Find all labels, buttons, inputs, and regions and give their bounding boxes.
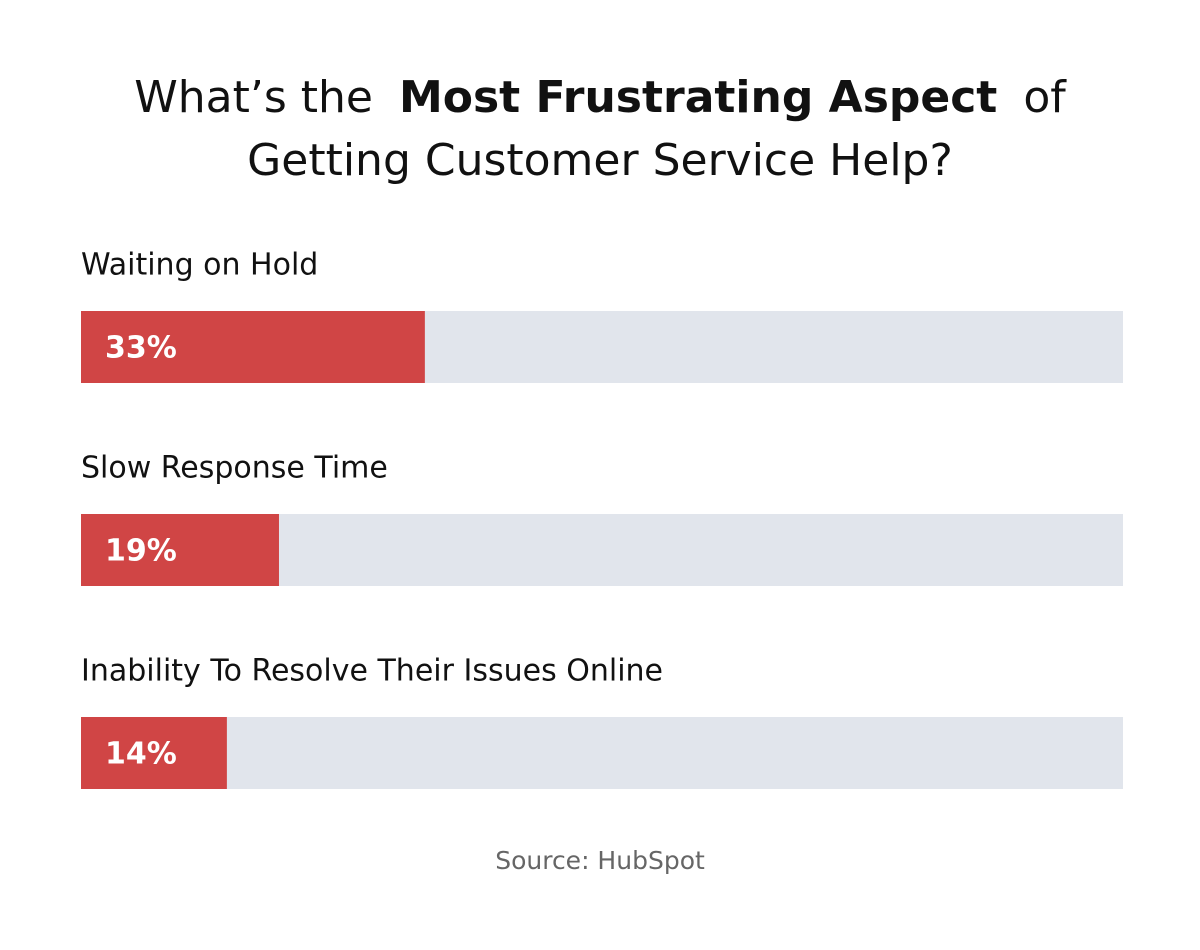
value-label: 14% [105,737,177,772]
value-label: 19% [105,534,177,569]
bar [81,514,279,586]
title-part: What’s the [134,72,373,123]
bar [81,717,227,789]
category-label: Inability To Resolve Their Issues Online [81,654,663,689]
category-label: Waiting on Hold [81,248,318,283]
category-label: Slow Response Time [81,451,388,486]
chart-title-line-2: Getting Customer Service Help? [247,135,953,186]
title-part-bold: Most Frustrating Aspect [399,72,997,123]
source: Source: HubSpot [495,846,705,875]
bar-track [81,717,1123,789]
value-label: 33% [105,331,177,366]
bar [81,311,425,383]
title-part: of [1023,72,1067,123]
chart-title: What’s the Most Frustrating Aspect of [134,72,1067,123]
